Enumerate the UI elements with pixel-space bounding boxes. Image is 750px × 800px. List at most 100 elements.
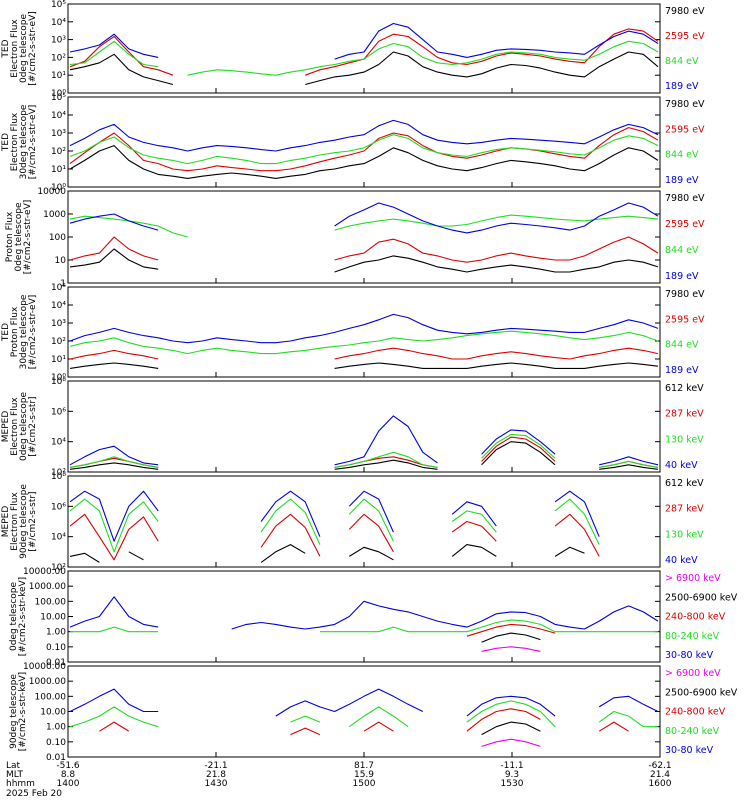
y-axis-label: Electron Flux — [10, 492, 20, 551]
panel-frame — [67, 3, 661, 94]
series-line-green — [69, 40, 659, 76]
footer-tick-hhmm: 1530 — [501, 779, 524, 789]
panel-frame — [67, 475, 661, 568]
y-tick-label: 0.01 — [46, 658, 66, 668]
series-line-blue — [69, 490, 600, 542]
y-axis-label: Proton Flux — [5, 211, 15, 262]
legend-entry: 612 keV — [665, 383, 704, 394]
y-axis-label: 30deg telescope — [19, 104, 29, 179]
series-line-green — [69, 498, 600, 553]
series-line-green — [69, 330, 659, 355]
series-line-red — [69, 347, 659, 360]
series-line-black — [69, 51, 659, 86]
y-tick-label: 0.10 — [46, 738, 66, 748]
series-line-red — [69, 236, 659, 263]
y-tick-label: 1000.00 — [29, 677, 66, 687]
series-line-blue — [69, 415, 659, 466]
legend-entry: 2595 eV — [665, 31, 705, 42]
series-line-red — [69, 513, 600, 561]
y-axis-label: TED — [1, 323, 11, 342]
y-tick-label: 1 — [60, 279, 66, 289]
series-line-blue — [69, 688, 659, 717]
y-axis-label: 0deg telescope — [19, 14, 29, 84]
footer-tick-mlt: 9.3 — [505, 770, 519, 780]
y-axis-label: [#/cm2-s-str-eV] — [23, 200, 33, 275]
panel-8: 0.01 0.10 1.00 10.00 100.00 1000.00 10000.00 90… — [9, 662, 738, 763]
y-axis-label: [#/cm2-s-str-eV] — [28, 295, 38, 370]
y-tick-label: 10.00 — [40, 708, 66, 718]
y-axis-label: [#/cm2-s-str-eV] — [28, 105, 38, 180]
y-axis-label: 90deg telescope — [19, 484, 29, 559]
legend-entry: 80-240 keV — [665, 631, 720, 642]
panel-7: 0.01 0.10 1.00 10.00 100.00 1000.00 10000.00 0d… — [9, 567, 738, 668]
y-tick-label: 10⁴ — [51, 18, 66, 28]
footer-row-label: 2025 Feb 20 — [6, 789, 62, 799]
y-axis-label: [#/cm2-s-str] — [28, 396, 38, 456]
y-axis-label: MEPED — [1, 506, 11, 538]
y-tick-label: 100.00 — [35, 692, 67, 702]
y-axis-label: TED — [1, 133, 11, 152]
footer-tick-lat: -21.1 — [204, 761, 227, 771]
legend-entry: 7980 eV — [665, 289, 705, 300]
legend-entry: 7980 eV — [665, 99, 705, 110]
legend-entry: 2595 eV — [665, 314, 705, 325]
y-axis-label: [#/cm2-s-str-keV] — [18, 672, 28, 751]
series-line-blue — [69, 202, 659, 234]
series-line-black — [69, 544, 585, 563]
series-line-green — [69, 214, 659, 238]
y-tick-label: 10² — [51, 337, 66, 347]
y-tick-label: 10⁰ — [51, 373, 66, 383]
footer-tick-lat: -51.6 — [56, 761, 80, 771]
y-tick-label: 1.00 — [46, 723, 66, 733]
y-tick-label: 1.00 — [46, 628, 66, 638]
y-axis-label: TED — [1, 39, 11, 58]
y-axis-label: Electron Flux — [10, 397, 20, 456]
y-axis-label: MEPED — [1, 411, 11, 443]
y-tick-label: 10⁰ — [51, 183, 66, 193]
series-line-blue — [69, 596, 659, 630]
legend-entry: 2500-6900 keV — [665, 687, 738, 698]
footer-tick-lat: -11.1 — [500, 761, 523, 771]
y-axis-label: 0deg telescope — [19, 392, 29, 462]
legend-entry: 240-800 keV — [665, 707, 726, 718]
y-axis-label: 0deg telescope — [9, 582, 19, 652]
footer-tick-mlt: 15.9 — [354, 770, 374, 780]
series-line-green — [69, 700, 658, 728]
legend-entry: 2595 eV — [665, 124, 705, 135]
y-tick-label: 10² — [51, 563, 66, 573]
y-axis-label: 90deg telescope — [9, 674, 19, 749]
y-tick-label: 10⁴ — [51, 301, 66, 311]
y-tick-label: 10⁴ — [51, 533, 66, 543]
legend-entry: 844 eV — [665, 340, 699, 351]
y-tick-label: 10³ — [51, 36, 66, 46]
y-tick-label: 1000.00 — [29, 582, 66, 592]
legend-entry: 40 keV — [665, 555, 698, 566]
legend-entry: 30-80 keV — [665, 745, 714, 756]
y-axis-label: [#/cm2-s-str-keV] — [18, 577, 28, 656]
series-line-black — [481, 632, 541, 643]
y-tick-label: 10⁸ — [51, 377, 66, 387]
y-axis-label: [#/cm2-s-str-eV] — [28, 11, 38, 86]
panel-2: 10⁰ 10¹ 10² 10³ 10⁴ 10⁵ TED Electron Flux 30deg … — [1, 93, 705, 193]
y-tick-label: 10000 — [37, 187, 66, 197]
series-line-black — [69, 248, 659, 273]
series-line-red — [69, 436, 659, 468]
footer-tick-hhmm: 1430 — [205, 779, 228, 789]
y-tick-label: 10⁰ — [51, 89, 66, 99]
y-tick-label: 10² — [51, 468, 66, 478]
series-line-red — [69, 127, 659, 172]
series-line-blue — [69, 119, 659, 152]
series-line-black — [481, 721, 541, 736]
y-tick-label: 10.00 — [40, 613, 66, 623]
y-tick-label: 10⁵ — [51, 283, 66, 293]
series-line-black — [69, 145, 659, 179]
series-line-magenta — [481, 738, 541, 747]
y-tick-label: 10¹ — [51, 71, 66, 81]
legend-entry: 189 eV — [665, 365, 699, 376]
series-line-green — [69, 433, 659, 468]
legend-entry: 844 eV — [665, 56, 699, 67]
series-line-green — [70, 619, 658, 633]
legend-entry: 130 keV — [665, 434, 704, 445]
